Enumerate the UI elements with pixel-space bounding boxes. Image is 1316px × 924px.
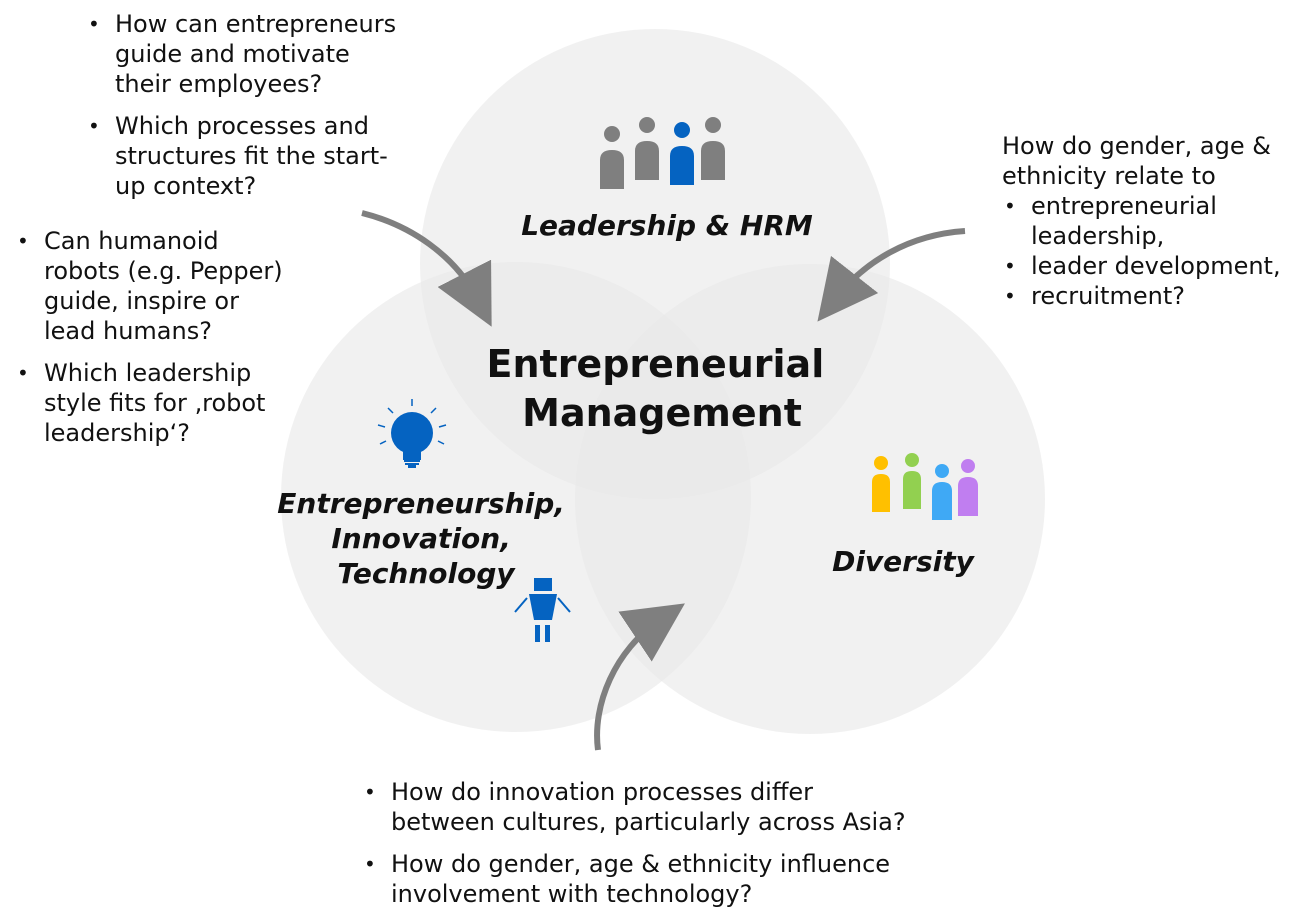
question-line: recruitment?: [1031, 282, 1185, 310]
question-line: How do innovation processes differ: [391, 778, 814, 806]
question-item: How do innovation processes differ betwe…: [362, 777, 962, 837]
people-group-icon: [600, 117, 725, 189]
question-item: How do gender, age & ethnicity influence…: [362, 849, 962, 909]
arrow-top-right: [817, 228, 966, 322]
question-line: lead humans?: [44, 317, 212, 345]
question-line: between cultures, particularly across As…: [391, 808, 906, 836]
question-line: Can humanoid: [44, 227, 219, 255]
questions-right: How do gender, age & ethnicity relate to…: [1002, 131, 1302, 311]
entrepreneurship-label-line: Innovation,: [331, 522, 510, 555]
question-line: robots (e.g. Pepper): [44, 257, 283, 285]
question-line: their employees?: [115, 70, 323, 98]
diverse-people-icon: [872, 453, 978, 520]
entrepreneurship-label: Entrepreneurship, Innovation, Technology: [277, 487, 574, 590]
question-line: up context?: [115, 172, 257, 200]
question-item: How can entrepreneurs guide and motivate…: [86, 9, 416, 99]
arrow-top-left: [361, 210, 492, 327]
questions-bottom: How do innovation processes differ betwe…: [362, 777, 962, 921]
question-line: leadership,: [1031, 222, 1165, 250]
question-line: guide, inspire or: [44, 287, 239, 315]
leadership-label: Leadership & HRM: [521, 209, 813, 242]
question-line: leadership‘?: [44, 419, 190, 447]
entrepreneurship-label-line: Entrepreneurship,: [277, 487, 565, 520]
question-line: How do gender, age & ethnicity influence: [391, 850, 891, 878]
entrepreneurship-label-line: Technology: [337, 557, 516, 590]
question-line: structures fit the start-: [115, 142, 388, 170]
lightbulb-icon: [377, 399, 447, 468]
question-item: recruitment?: [1002, 281, 1302, 311]
question-line: guide and motivate: [115, 40, 350, 68]
question-line: entrepreneurial: [1031, 192, 1217, 220]
question-item: Which leadership style fits for ‚robot l…: [15, 358, 315, 448]
question-line: How can entrepreneurs: [115, 10, 397, 38]
center-label-line: Management: [522, 391, 802, 435]
question-item: Which processes and structures fit the s…: [86, 111, 416, 201]
question-line: involvement with technology?: [391, 880, 753, 908]
center-label: Entrepreneurial Management: [487, 342, 838, 435]
circle-diversity: [575, 264, 1045, 734]
question-item: entrepreneurial leadership,: [1002, 191, 1302, 251]
center-label-line: Entrepreneurial: [487, 342, 825, 386]
question-line: Which leadership: [44, 359, 252, 387]
question-line: leader development,: [1031, 252, 1281, 280]
question-intro-line: How do gender, age &: [1002, 132, 1271, 160]
question-line: Which processes and: [115, 112, 369, 140]
questions-top-left: How can entrepreneurs guide and motivate…: [86, 9, 416, 213]
question-intro-line: ethnicity relate to: [1002, 162, 1216, 190]
robot-icon: [514, 578, 571, 642]
arrow-bottom: [594, 603, 685, 751]
question-line: style fits for ‚robot: [44, 389, 266, 417]
question-item: leader development,: [1002, 251, 1302, 281]
diversity-label: Diversity: [832, 545, 976, 578]
questions-left: Can humanoid robots (e.g. Pepper) guide,…: [15, 226, 315, 460]
question-item: Can humanoid robots (e.g. Pepper) guide,…: [15, 226, 315, 346]
